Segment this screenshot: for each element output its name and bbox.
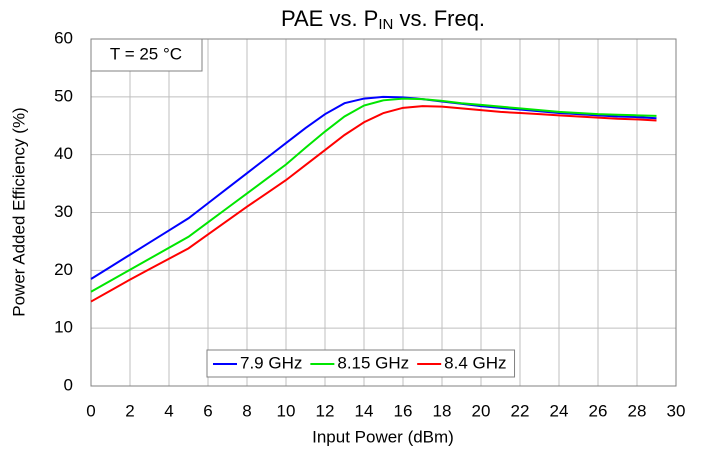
x-tick-label: 2 xyxy=(125,401,134,420)
series-line xyxy=(90,105,657,303)
y-axis-label: Power Added Efficiency (%) xyxy=(9,107,28,316)
x-tick-label: 6 xyxy=(203,401,212,420)
legend-box xyxy=(206,349,516,378)
y-tick-label: 10 xyxy=(54,318,73,337)
x-tick-label: 24 xyxy=(550,401,569,420)
x-tick-label: 14 xyxy=(355,401,374,420)
chart-title: PAE vs. PIN vs. Freq. xyxy=(281,6,485,33)
x-tick-label: 10 xyxy=(277,401,296,420)
x-tick-label: 22 xyxy=(511,401,530,420)
x-axis-label: Input Power (dBm) xyxy=(312,427,454,446)
series-line xyxy=(90,97,657,293)
x-tick-label: 18 xyxy=(433,401,452,420)
x-tick-label: 12 xyxy=(316,401,335,420)
annotation: T = 25 °C xyxy=(110,44,182,63)
title-main: PAE vs. P xyxy=(281,6,378,31)
x-tick-label: 26 xyxy=(589,401,608,420)
plot-frame xyxy=(90,38,677,387)
y-tick-label: 0 xyxy=(64,375,73,394)
x-tick-label: 16 xyxy=(394,401,413,420)
x-tick-label: 28 xyxy=(628,401,647,420)
legend-label: 7.9 GHz xyxy=(240,353,302,372)
x-tick-label: 0 xyxy=(86,401,95,420)
x-tick-label: 30 xyxy=(667,401,686,420)
y-tick-label: 50 xyxy=(54,86,73,105)
title-suffix: vs. Freq. xyxy=(393,6,485,31)
x-tick-label: 20 xyxy=(472,401,491,420)
annotation-box xyxy=(90,38,203,72)
x-tick-label: 4 xyxy=(164,401,173,420)
y-tick-label: 30 xyxy=(54,202,73,221)
legend-label: 8.15 GHz xyxy=(337,353,409,372)
series-line xyxy=(90,95,657,280)
y-tick-label: 60 xyxy=(54,28,73,47)
title-subscript: IN xyxy=(378,16,393,33)
y-tick-label: 40 xyxy=(54,144,73,163)
legend-label: 8.4 GHz xyxy=(444,353,506,372)
y-tick-label: 20 xyxy=(54,260,73,279)
x-tick-label: 8 xyxy=(242,401,251,420)
